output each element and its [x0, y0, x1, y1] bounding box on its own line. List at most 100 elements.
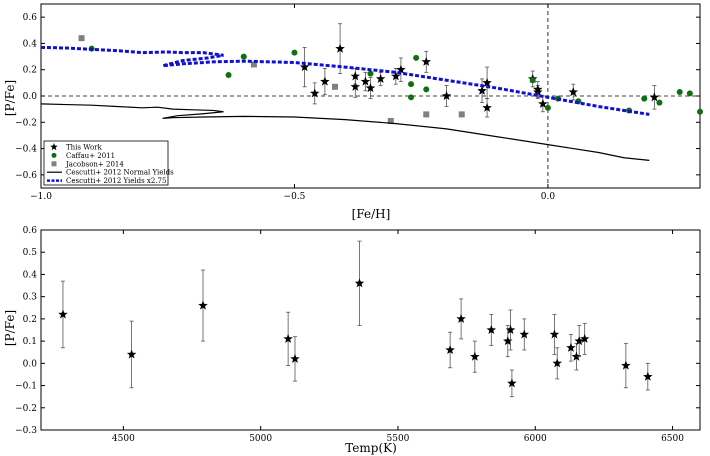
legend-swatch-jacobson-2014 — [51, 161, 57, 167]
bottom-point-this-work — [354, 278, 365, 288]
top-point-jacobson-2014 — [458, 111, 465, 118]
legend-swatch-this-work — [50, 143, 58, 151]
top-point-caffau-2011 — [529, 77, 536, 84]
bottom-point-this-work — [574, 336, 584, 346]
top-point-caffau-2011 — [686, 90, 693, 97]
bottom-point-this-work — [566, 342, 576, 352]
top-point-this-work — [360, 76, 371, 86]
legend-label-caffau-2011: Caffau+ 2011 — [66, 152, 115, 160]
top-point-caffau-2011 — [544, 104, 551, 111]
bottom-point-this-work — [503, 336, 513, 346]
bottom-point-this-work — [486, 325, 497, 335]
bottom-point-this-work — [579, 333, 590, 343]
top-xtick-label: 0.0 — [541, 192, 556, 202]
bottom-point-this-work — [470, 351, 480, 361]
bottom-ytick-label: −0.3 — [15, 426, 37, 436]
bottom-ytick-label: −0.2 — [15, 404, 37, 414]
bottom-point-this-work — [519, 329, 530, 339]
top-xlabel: [Fe/H] — [352, 207, 391, 221]
top-ytick-label: 0.2 — [23, 66, 37, 76]
top-point-this-work — [391, 71, 401, 81]
top-point-this-work — [421, 56, 432, 66]
top-point-jacobson-2014 — [332, 83, 339, 90]
top-point-this-work — [309, 88, 320, 98]
bottom-ytick-label: 0.5 — [23, 248, 38, 258]
bottom-ytick-label: −0.1 — [15, 382, 37, 392]
top-point-this-work — [482, 77, 492, 87]
top-point-this-work — [441, 91, 452, 101]
bottom-point-this-work — [58, 309, 68, 319]
top-xtick-label: −0.5 — [284, 192, 306, 202]
bottom-xtick-label: 6000 — [524, 434, 547, 444]
top-point-caffau-2011 — [225, 71, 232, 78]
top-point-caffau-2011 — [367, 70, 374, 77]
top-ytick-label: 0.0 — [23, 92, 38, 102]
top-point-jacobson-2014 — [423, 111, 430, 118]
top-point-this-work — [350, 71, 361, 81]
bottom-ytick-label: 0.2 — [23, 315, 37, 325]
top-point-this-work — [568, 87, 579, 97]
bottom-ytick-label: 0.0 — [23, 359, 38, 369]
top-point-caffau-2011 — [676, 89, 683, 96]
bottom-point-this-work — [507, 378, 517, 388]
bottom-xtick-label: 4500 — [112, 434, 135, 444]
legend-box — [43, 140, 169, 186]
bottom-ytick-label: 0.4 — [23, 270, 38, 280]
legend-label-cescutti-2012-yields-x2-75: Cescutti+ 2012 Yields x2.75 — [66, 177, 166, 185]
top-point-this-work — [320, 76, 330, 86]
top-point-caffau-2011 — [240, 53, 247, 60]
top-point-caffau-2011 — [291, 49, 298, 56]
top-point-this-work — [365, 83, 376, 93]
bottom-point-this-work — [456, 313, 466, 323]
top-point-this-work — [538, 98, 548, 108]
top-point-this-work — [477, 85, 487, 95]
top-point-caffau-2011 — [656, 99, 663, 106]
bottom-plot-frame — [40, 229, 701, 431]
bottom-ylabel: [P/Fe] — [3, 310, 17, 346]
top-point-caffau-2011 — [641, 95, 648, 102]
bottom-ytick-label: 0.6 — [23, 226, 38, 236]
top-point-caffau-2011 — [697, 108, 703, 115]
bottom-point-this-work — [621, 360, 631, 370]
bottom-xlabel: Temp(K) — [345, 441, 397, 455]
bottom-point-this-work — [445, 345, 455, 355]
bottom-point-this-work — [549, 329, 560, 339]
top-line-cescutti-2012-yields-x2-75 — [40, 45, 650, 116]
bottom-point-this-work — [552, 358, 562, 368]
bottom-ytick-label: 0.3 — [23, 293, 38, 303]
top-point-caffau-2011 — [408, 94, 415, 101]
top-point-this-work — [649, 92, 660, 102]
top-ytick-label: 0.6 — [23, 13, 38, 23]
bottom-point-this-work — [283, 333, 293, 343]
bottom-point-this-work — [643, 371, 653, 381]
top-point-this-work — [533, 84, 543, 94]
bottom-point-this-work — [126, 349, 137, 359]
top-point-this-work — [375, 73, 386, 83]
top-ytick-label: −0.6 — [15, 171, 37, 181]
top-point-this-work — [482, 102, 492, 112]
top-point-jacobson-2014 — [78, 35, 85, 42]
top-point-caffau-2011 — [413, 54, 420, 61]
bottom-panel: [P/Fe] Temp(K) 4500 5000 5500 6000 6500 −0.3 −… — [3, 226, 701, 455]
top-point-caffau-2011 — [408, 81, 415, 88]
bottom-xtick-label: 5000 — [249, 434, 272, 444]
top-ytick-label: −0.4 — [15, 145, 37, 155]
bottom-ytick-label: 0.1 — [23, 337, 37, 347]
top-ytick-label: −0.2 — [15, 118, 37, 128]
bottom-point-this-work — [290, 353, 300, 363]
top-ylabel: [P/Fe] — [3, 80, 17, 116]
top-panel: [P/Fe] [Fe/H] −1.0 −0.5 0.0 −0.6 −0.4 −0.2 0.0… — [3, 3, 703, 221]
bottom-point-this-work — [198, 300, 208, 310]
legend-label-jacobson-2014: Jacobson+ 2014 — [65, 160, 124, 168]
bottom-point-this-work — [571, 351, 582, 361]
bottom-xtick-label: 5500 — [387, 434, 410, 444]
top-xtick-label: −1.0 — [30, 192, 52, 202]
top-point-this-work — [299, 62, 310, 72]
legend-label-this-work: This Work — [66, 144, 103, 152]
top-point-this-work — [335, 43, 345, 53]
bottom-xtick-label: 6500 — [661, 434, 684, 444]
top-line-cescutti-2012-normal-yields — [40, 103, 650, 161]
bottom-point-this-work — [505, 325, 516, 335]
